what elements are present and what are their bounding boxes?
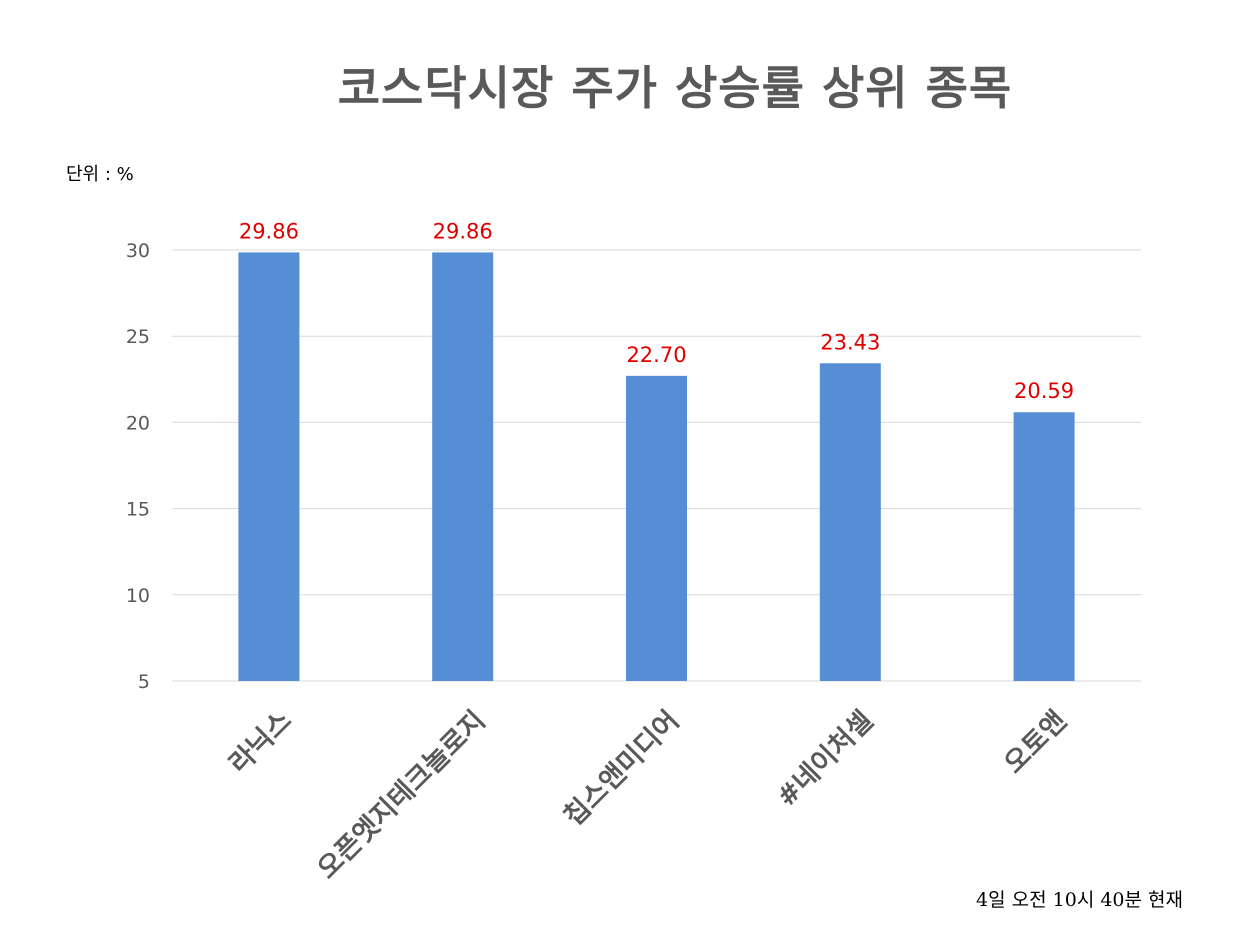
category-label: 오픈엣지테크놀로지	[312, 705, 492, 885]
bar	[819, 363, 881, 681]
data-label: 23.43	[820, 330, 880, 354]
category-label: 칩스앤미디어	[558, 705, 685, 832]
category-label: #네이처셀	[771, 705, 879, 813]
y-tick-label: 20	[126, 412, 150, 434]
unit-label: 단위 : %	[66, 164, 134, 185]
y-tick-label: 25	[126, 326, 150, 348]
y-tick-label: 30	[126, 240, 150, 262]
data-label: 20.59	[1014, 379, 1074, 403]
y-tick-label: 5	[138, 671, 150, 693]
timestamp-note: 4일 오전 10시 40분 현재	[976, 889, 1183, 911]
data-labels: 29.86 29.86 22.70 23.43 20.59	[239, 219, 1074, 403]
category-label: 오토앤	[998, 705, 1073, 780]
bar	[626, 375, 687, 681]
x-axis: 라닉스 오픈엣지테크놀로지 칩스앤미디어 #네이처셀 오토앤	[223, 705, 1073, 885]
chart-title: 코스닥시장 주가 상승률 상위 종목	[337, 61, 1013, 115]
bars	[238, 252, 1075, 681]
y-tick-label: 10	[126, 585, 150, 607]
bar	[1013, 412, 1075, 681]
bar	[432, 252, 494, 681]
data-label: 29.86	[433, 219, 493, 243]
bar	[238, 252, 300, 681]
data-label: 29.86	[239, 219, 299, 243]
data-label: 22.70	[626, 343, 686, 367]
y-tick-label: 15	[126, 499, 150, 521]
category-label: 라닉스	[223, 705, 298, 780]
y-axis: 5 10 15 20 25 30	[126, 240, 150, 693]
